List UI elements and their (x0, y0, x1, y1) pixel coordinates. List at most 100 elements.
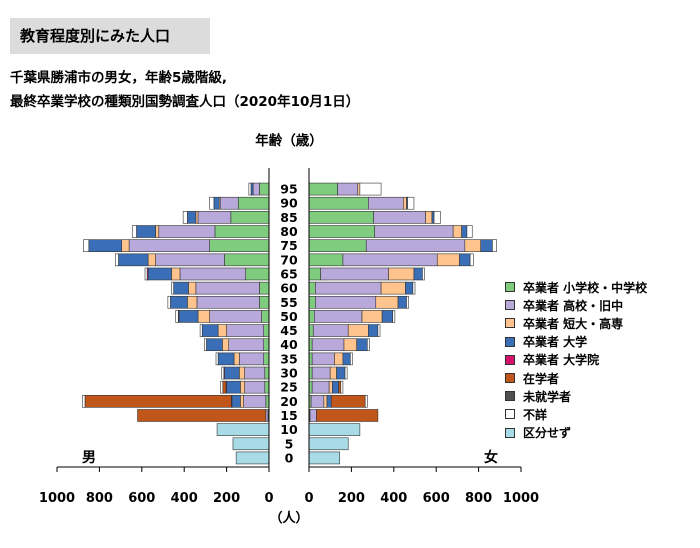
female-bar-75-79-elem (308, 239, 367, 252)
male-bar-35-39-high (239, 352, 265, 366)
female-bar-35-39-unknown (350, 352, 353, 366)
female-bar-40-44-univ (356, 338, 368, 352)
male-bar-30-34-univ (224, 366, 240, 380)
male-bar-45-49-elem (263, 324, 270, 337)
male-bar-85-89-junior (195, 211, 199, 224)
male-bar-40-44-unknown (204, 338, 207, 352)
male-bar-85-89-elem (230, 211, 270, 224)
female-bar-75-79-junior (464, 239, 482, 252)
female-bar-60-64-junior (380, 281, 406, 295)
female-bar-20-24-junior (323, 395, 328, 408)
male-bar-35-39-junior (233, 352, 240, 366)
male-bar-25-29-student (222, 380, 227, 394)
male-bar-40-44-univ (206, 338, 223, 352)
female-bar-65-69-high (320, 267, 389, 281)
female-bar-70-74-junior (436, 253, 460, 267)
male-bar-70-74-junior (147, 253, 156, 267)
male-bar-55-59-high (196, 295, 260, 309)
age-tick-label: 70 (280, 252, 298, 267)
female-bar-35-39-high (311, 352, 335, 366)
male-x-tick-label: 200 (213, 491, 240, 506)
female-bar-25-29-high (311, 380, 330, 394)
female-bar-85-89-unknown (433, 211, 441, 224)
male-bar-0-4-nocat (235, 451, 270, 465)
female-bar-65-69-unknown (422, 267, 425, 281)
age-tick-label: 75 (280, 238, 297, 253)
male-x-tick-label: 400 (171, 491, 198, 506)
female-bar-85-89-elem (308, 211, 374, 224)
male-bar-70-74-high (155, 253, 225, 267)
male-bar-40-44-elem (263, 338, 270, 352)
male-bar-50-54-elem (261, 310, 270, 323)
male-bar-30-34-elem (264, 366, 270, 380)
female-bar-65-69-univ (413, 267, 423, 281)
female-bar-95+-high (337, 182, 359, 196)
age-tick-label: 10 (280, 422, 298, 437)
male-bar-20-24-student (84, 395, 232, 408)
female-bar-80-84-elem (308, 225, 376, 238)
male-bar-25-29-unknown (220, 380, 224, 394)
female-bar-95+-elem (308, 182, 338, 196)
female-bar-90-94-elem (308, 196, 369, 210)
legend-swatch (505, 354, 515, 365)
x-axis-unit: （人） (269, 510, 308, 526)
female-x-tick-label: 400 (380, 491, 407, 506)
female-bar-15-19-high (309, 409, 317, 422)
male-bar-50-54-high (209, 310, 262, 323)
legend-label: 不詳 (523, 407, 548, 422)
male-bar-50-54-univ (178, 310, 199, 323)
male-bar-45-49-high (226, 324, 265, 337)
legend-item-grad: 卒業者 大学院 (505, 351, 647, 369)
female-x-tick-label: 600 (423, 491, 450, 506)
male-bar-55-59-junior (187, 295, 198, 309)
male-x-tick-label: 1000 (39, 491, 75, 506)
female-bar-45-49-junior (347, 324, 369, 337)
female-bar-85-89-junior (425, 211, 433, 224)
y-axis-title: 年齢（歳） (255, 132, 323, 149)
male-bar-25-29-elem (264, 380, 270, 394)
female-x-tick-label: 0 (304, 491, 313, 506)
female-bar-50-54-junior (361, 310, 383, 323)
male-bar-30-34-high (244, 366, 266, 380)
male-bar-45-49-univ (201, 324, 219, 337)
male-bar-40-44-high (228, 338, 265, 352)
male-x-tick-label: 600 (128, 491, 155, 506)
male-bar-45-49-unknown (199, 324, 203, 337)
male-bar-20-24-unknown (82, 395, 86, 408)
female-bar-20-24-univ (326, 395, 332, 408)
female-bar-75-79-high (365, 239, 466, 252)
male-bar-25-29-univ (226, 380, 241, 394)
male-bar-95+-univ (250, 182, 254, 196)
female-bar-85-89-high (373, 211, 426, 224)
male-bar-90-94-univ (213, 196, 220, 210)
male-bar-50-54-junior (197, 310, 210, 323)
male-bar-80-84-unknown (131, 225, 137, 238)
female-label: 女 (484, 449, 498, 466)
male-bar-15-19-high (265, 409, 269, 422)
female-bar-90-94-unknown (407, 196, 415, 210)
female-bar-5-9-nocat (308, 437, 349, 451)
female-bar-50-54-high (313, 310, 363, 323)
female-bar-40-44-junior (343, 338, 358, 352)
male-bar-95+-high (252, 182, 260, 196)
age-tick-label: 25 (280, 380, 297, 395)
female-bar-80-84-junior (452, 225, 462, 238)
male-bar-60-64-unknown (171, 281, 174, 295)
female-bar-95+-unknown (359, 182, 382, 196)
male-bar-90-94-unknown (209, 196, 215, 210)
female-bar-25-29-junior (328, 380, 333, 394)
female-bar-25-29-unknown (340, 380, 344, 394)
female-bar-80-84-unknown (466, 225, 473, 238)
age-tick-label: 55 (280, 295, 297, 310)
male-bar-75-79-elem (209, 239, 270, 252)
legend-item-elem: 卒業者 小学校・中学校 (505, 278, 647, 296)
male-bar-85-89-univ (187, 211, 197, 224)
male-bar-70-74-unknown (115, 253, 119, 267)
age-tick-label: 65 (280, 266, 297, 281)
male-bar-35-39-univ (217, 352, 235, 366)
age-tick-label: 95 (280, 182, 297, 197)
male-bar-40-44-junior (222, 338, 230, 352)
female-bar-15-19-student (316, 409, 379, 422)
female-bar-25-29-student (338, 380, 342, 394)
